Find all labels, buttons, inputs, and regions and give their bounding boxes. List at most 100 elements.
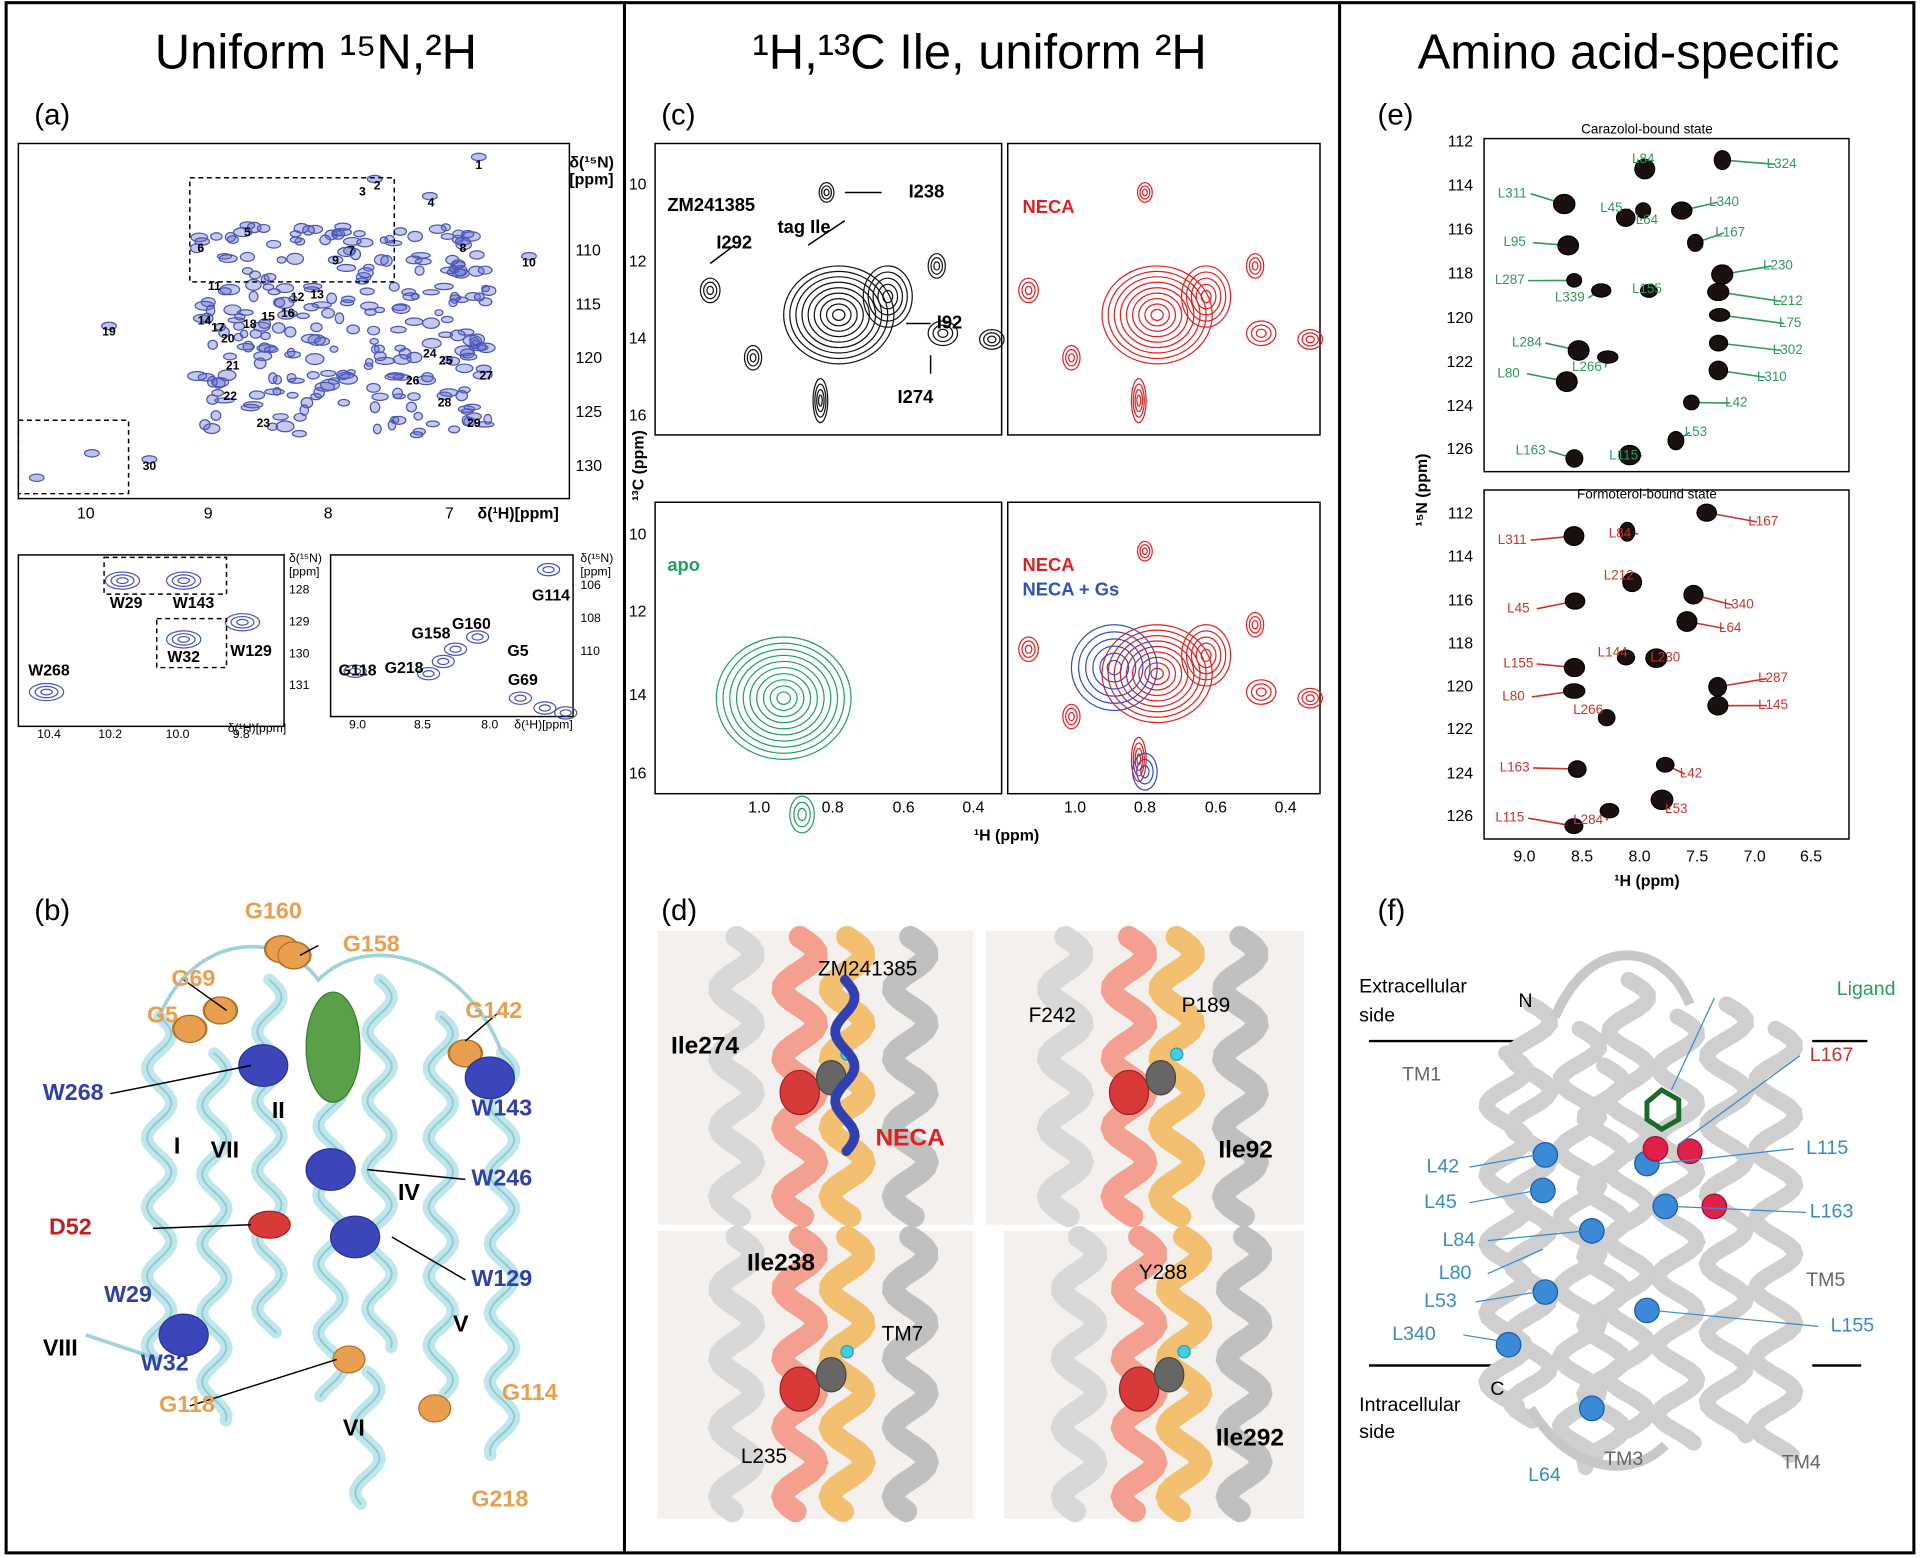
peak <box>699 277 721 304</box>
label: V <box>453 1310 469 1336</box>
label: 9 <box>332 253 339 267</box>
peak <box>715 636 852 761</box>
peak <box>327 255 344 265</box>
peak <box>194 300 215 311</box>
peak <box>1113 276 1201 354</box>
peak <box>783 265 895 365</box>
peak <box>514 694 527 702</box>
label: W29 <box>110 595 143 612</box>
peak <box>1141 188 1148 197</box>
peak <box>818 182 835 203</box>
peak <box>266 422 279 431</box>
frame <box>4 1 1916 1555</box>
peak <box>473 292 485 302</box>
peak <box>287 377 305 384</box>
peak <box>416 666 441 681</box>
peak <box>1139 544 1151 559</box>
peak <box>218 326 230 339</box>
peak <box>436 391 453 401</box>
peak <box>1301 691 1319 706</box>
label: 128 <box>289 583 310 597</box>
residue <box>247 1210 291 1239</box>
label: W246 <box>471 1165 532 1191</box>
peak <box>1599 803 1620 819</box>
peak <box>508 691 533 705</box>
label: L230 <box>1763 258 1793 273</box>
peak <box>414 257 432 266</box>
peak <box>1106 659 1123 676</box>
peak <box>1708 677 1728 697</box>
peak <box>300 333 322 344</box>
label: G218 <box>385 660 424 677</box>
label: 7.5 <box>1686 849 1708 866</box>
label: 14 <box>629 687 647 704</box>
leader-line <box>1487 1248 1544 1275</box>
peak <box>1555 371 1578 392</box>
label: 7 <box>445 506 454 523</box>
peak <box>722 642 845 754</box>
peak <box>454 237 471 246</box>
peak <box>877 283 899 310</box>
label: L284 <box>1573 812 1603 827</box>
peak <box>1687 233 1704 252</box>
label: 0.4 <box>1275 800 1297 817</box>
label: 126 <box>1447 441 1474 458</box>
label: L212 <box>1604 567 1634 582</box>
peak <box>272 374 283 385</box>
label: 130 <box>576 458 603 475</box>
peak <box>1190 636 1222 675</box>
peak <box>449 645 462 653</box>
label: L324 <box>1767 156 1797 171</box>
leader-line <box>1475 1291 1537 1303</box>
residue <box>418 1394 452 1423</box>
residue <box>816 1356 847 1393</box>
peak <box>447 425 461 434</box>
peak <box>380 254 393 267</box>
peak <box>1140 764 1150 779</box>
label: 8 <box>324 506 333 523</box>
plot-frame <box>654 142 1003 436</box>
label: G118 <box>339 662 377 679</box>
label: 12 <box>291 290 305 304</box>
peak <box>471 633 484 641</box>
label: 3 <box>359 185 366 199</box>
label: L155 <box>1831 1315 1875 1337</box>
peak <box>307 224 324 235</box>
label: L287 <box>1758 670 1788 685</box>
label: [ppm] <box>569 171 613 188</box>
peak <box>789 270 889 360</box>
label: I238 <box>909 180 945 201</box>
peak <box>320 369 337 377</box>
peak <box>438 331 454 339</box>
label: TM1 <box>1402 1063 1441 1085</box>
peak <box>392 354 412 365</box>
peak <box>1639 283 1658 298</box>
leader-line <box>709 244 736 265</box>
label: Intracellular <box>1359 1394 1461 1416</box>
label: F242 <box>1029 1004 1076 1027</box>
plot-frame <box>1007 501 1321 795</box>
peak <box>239 329 249 339</box>
dashed-box <box>17 419 130 495</box>
peak <box>1683 584 1704 605</box>
peak <box>437 657 450 666</box>
peak <box>1250 324 1272 343</box>
leader-line <box>1469 1189 1537 1204</box>
label: 118 <box>1448 636 1474 653</box>
helix <box>1215 1225 1273 1523</box>
label: 8.5 <box>1571 849 1593 866</box>
peak <box>284 326 297 338</box>
peak <box>533 701 557 715</box>
residue <box>1495 1331 1522 1358</box>
residue <box>1642 1135 1669 1162</box>
label: G158 <box>412 626 451 643</box>
peak <box>1563 683 1586 699</box>
peak <box>104 571 141 590</box>
peak <box>464 292 481 301</box>
peak <box>706 285 715 296</box>
peak <box>978 328 1005 350</box>
peak <box>1635 202 1652 219</box>
label: W143 <box>173 595 215 612</box>
peak <box>1707 695 1729 716</box>
label: L115 <box>1609 447 1638 462</box>
